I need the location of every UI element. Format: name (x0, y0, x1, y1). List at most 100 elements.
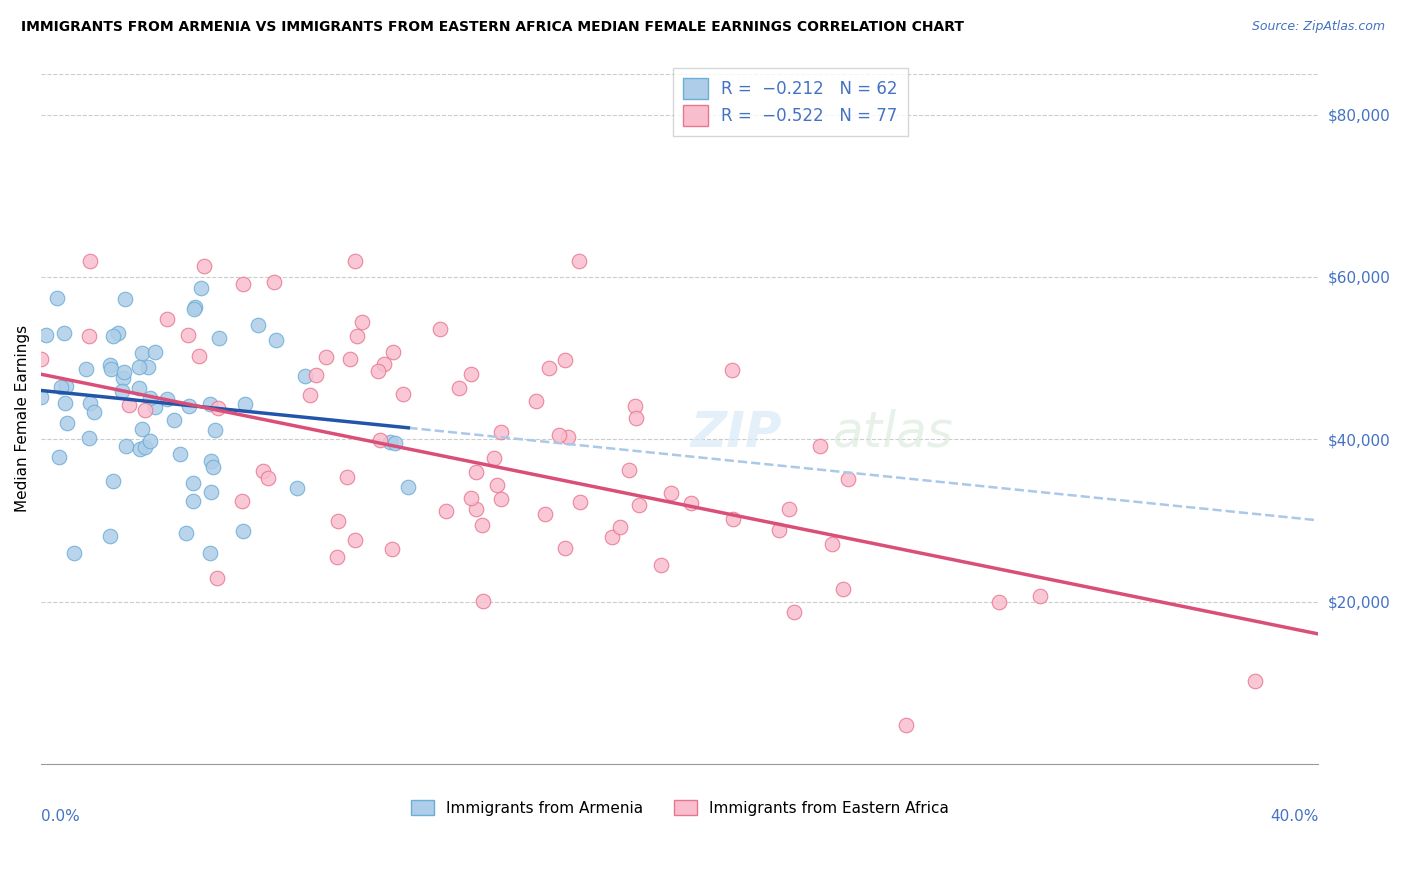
Point (484, 450, 506, 465)
Point (138, 434, 160, 449)
Point (568, 253, 591, 268)
Point (114, 292, 136, 306)
Point (79, 253, 101, 268)
Point (987, 595, 1010, 609)
Point (55, 417, 77, 431)
Point (524, 394, 547, 409)
Point (114, 439, 136, 453)
Point (778, 501, 800, 516)
Point (143, 345, 166, 359)
Point (326, 514, 349, 528)
Text: Source: ZipAtlas.com: Source: ZipAtlas.com (1251, 20, 1385, 33)
Point (101, 474, 124, 488)
Point (533, 508, 555, 522)
Point (75, 362, 97, 376)
Point (721, 362, 744, 376)
Point (138, 391, 160, 405)
Point (624, 411, 647, 425)
Point (163, 413, 186, 427)
Point (554, 541, 576, 556)
Point (231, 493, 253, 508)
Point (63, 546, 86, 560)
Point (79, 396, 101, 410)
Point (837, 471, 859, 485)
Point (624, 399, 647, 413)
Point (98, 529, 121, 543)
Point (472, 593, 495, 607)
Point (659, 486, 682, 500)
Point (681, 496, 703, 510)
Point (200, 546, 222, 560)
Point (128, 359, 150, 374)
Point (380, 434, 402, 449)
Text: ZIP: ZIP (690, 409, 782, 457)
Point (112, 365, 135, 379)
Text: IMMIGRANTS FROM ARMENIA VS IMMIGRANTS FROM EASTERN AFRICA MEDIAN FEMALE EARNINGS: IMMIGRANTS FROM ARMENIA VS IMMIGRANTS FR… (21, 20, 965, 34)
Point (350, 315, 373, 329)
Point (131, 346, 153, 360)
Point (343, 253, 366, 268)
Point (298, 387, 321, 401)
Point (193, 259, 215, 273)
Point (256, 471, 278, 485)
Point (305, 368, 328, 383)
Point (568, 494, 591, 508)
Point (181, 476, 204, 491)
Point (489, 492, 512, 507)
Point (55, 396, 77, 410)
Point (460, 368, 482, 382)
Point (190, 280, 212, 294)
Point (373, 357, 395, 371)
Point (107, 326, 129, 341)
Point (30, 351, 52, 366)
Point (200, 484, 222, 499)
Point (98, 358, 121, 372)
Point (367, 364, 389, 378)
Point (619, 463, 641, 477)
Point (434, 504, 457, 518)
Point (723, 512, 745, 526)
Point (233, 397, 256, 411)
Point (381, 345, 404, 359)
Point (200, 397, 222, 411)
Point (179, 399, 201, 413)
Point (252, 464, 274, 478)
Point (201, 459, 224, 474)
Text: 0.0%: 0.0% (41, 809, 80, 823)
Text: 40.0%: 40.0% (1270, 809, 1319, 823)
Point (232, 277, 254, 292)
Point (204, 423, 226, 437)
Point (77, 329, 100, 343)
Point (783, 605, 806, 619)
Point (486, 478, 509, 492)
Point (368, 434, 391, 448)
Point (1243, 674, 1265, 689)
Point (111, 371, 134, 385)
Point (143, 401, 166, 415)
Point (471, 518, 494, 533)
Point (207, 401, 229, 415)
Point (447, 381, 470, 395)
Point (609, 520, 631, 534)
Point (136, 360, 159, 375)
Point (156, 312, 179, 326)
Point (174, 526, 197, 541)
Point (465, 502, 488, 516)
Point (538, 361, 561, 376)
Point (821, 537, 844, 551)
Point (554, 352, 576, 367)
Point (285, 481, 308, 495)
Point (200, 453, 222, 467)
Point (339, 351, 361, 366)
Point (294, 368, 316, 383)
Point (131, 422, 153, 436)
Point (392, 386, 415, 401)
Point (894, 718, 917, 732)
Point (183, 494, 205, 508)
Point (232, 524, 254, 538)
Point (205, 571, 228, 585)
Y-axis label: Median Female Earnings: Median Female Earnings (15, 326, 30, 512)
Point (808, 440, 831, 454)
Point (263, 275, 285, 289)
Point (184, 300, 207, 314)
